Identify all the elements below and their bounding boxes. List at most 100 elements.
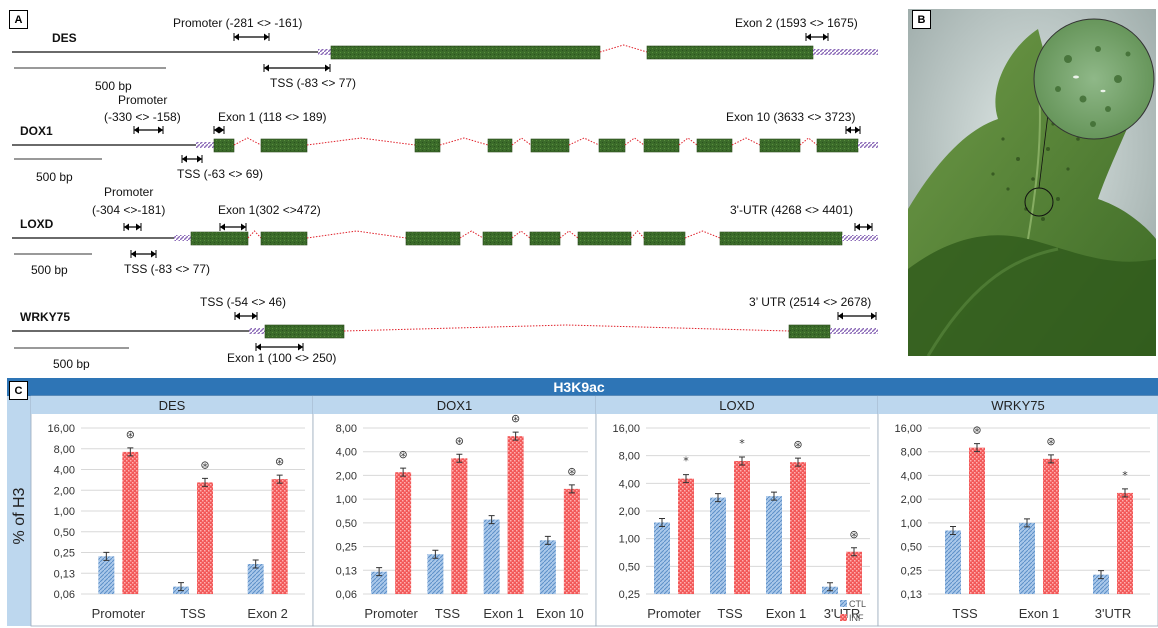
x-tick-label: Exon 1 [766,606,806,621]
significance-mark: * [683,455,689,468]
intron-line [248,231,261,238]
bar-ctl [654,522,670,594]
significance-mark: ⊛ [511,412,520,425]
exon-block [488,139,512,152]
primer-arrow-utr3 [855,223,872,231]
y-tick-label: 2,00 [619,506,640,518]
x-tick-label: Promoter [92,606,146,621]
gene-name: WRKY75 [20,310,70,324]
intron-line [512,231,530,238]
significance-mark: ⊛ [1046,435,1055,448]
significance-mark: ⊛ [399,448,408,461]
exon-block [644,232,685,245]
bar-inf [846,552,862,594]
gene-loxd: LOXD500 bpPromoter(-304 <>-181) Exon 1(30… [12,185,878,277]
scale-bar-label: 500 bp [36,170,73,184]
bar-ctl [540,540,556,594]
y-tick-label: 16,00 [894,423,922,435]
annotation-tss: TSS (-83 <> 77) [270,76,356,90]
intron-line [512,138,531,145]
gene-dox1: DOX1500 bpPromoter(-330 <> -158) Exon 1 (… [12,93,878,184]
x-tick-label: 3'UTR [1095,606,1131,621]
bar-ctl [766,496,782,594]
exon-block [191,232,248,245]
primer-arrow-promoter [134,126,163,134]
h3k9ac-chart: H3K9ac% of H3DES0,060,130,250,501,002,00… [0,378,1158,628]
significance-mark: ⊛ [567,465,576,478]
exon-block [817,139,858,152]
annotation-promoter-range: (-304 <>-181) [92,203,165,217]
utr5-block [196,142,214,148]
legend-swatch-ctl [840,600,847,607]
y-tick-label: 16,00 [612,423,640,435]
y-tick-label: 16,00 [47,423,75,435]
bar-inf [1043,459,1059,594]
y-tick-label: 1,00 [54,506,75,518]
y-tick-label: 0,25 [619,589,640,601]
intron-line [307,231,406,238]
bar-inf [678,479,694,594]
primer-arrow-exon10 [846,126,860,134]
bar-inf [122,452,138,594]
leaf-photo [908,9,1156,356]
y-axis-label: % of H3 [11,487,28,544]
y-tick-label: 4,00 [336,447,357,459]
y-tick-label: 0,06 [336,589,357,601]
intron-line [440,138,488,145]
x-tick-label: Exon 10 [536,606,584,621]
exon-block [261,139,307,152]
y-tick-label: 2,00 [54,485,75,497]
annotation-tss: TSS (-83 <> 77) [124,262,210,276]
exon-block [760,139,800,152]
exon-block [599,139,625,152]
x-tick-label: Exon 2 [247,606,287,621]
bar-inf [395,472,411,594]
exon-block [531,139,569,152]
x-tick-label: Promoter [647,606,701,621]
bar-inf [508,436,524,594]
significance-mark: ⊛ [793,438,802,451]
x-tick-label: TSS [435,606,461,621]
exon-block [331,46,600,59]
x-tick-label: Promoter [364,606,418,621]
y-tick-label: 0,06 [54,589,75,601]
y-tick-label: 0,50 [336,518,357,530]
significance-mark: ⊛ [455,434,464,447]
annotation-promoter: Promoter (-281 <> -161) [173,16,302,30]
y-tick-label: 2,00 [901,494,922,506]
y-tick-label: 1,00 [619,534,640,546]
primer-arrow-tss [235,312,257,320]
annotation-exon2: Exon 2 (1593 <> 1675) [735,16,858,30]
utr3-block [858,142,878,148]
bar-ctl [945,530,961,594]
primer-arrow-exon1 [220,223,246,231]
scale-bar-label: 500 bp [53,357,90,370]
annotation-exon1: Exon 1 (100 <> 250) [227,351,336,365]
significance-mark: ⊛ [849,528,858,541]
primer-arrow-tss [182,155,202,163]
gene-name: DES [52,31,77,45]
gene-des: DES 500 bp Promoter (-281 <> -161) TSS (-83… [12,16,878,93]
scale-bar-label: 500 bp [31,263,68,277]
utr3-block [842,235,878,241]
exon-block [789,325,830,338]
gene-structure-diagram: DES 500 bp Promoter (-281 <> -161) TSS (-83… [0,0,900,370]
exon-block [261,232,307,245]
y-tick-label: 0,50 [619,561,640,573]
annotation-tss: TSS (-54 <> 46) [200,295,286,309]
significance-mark: ⊛ [126,428,135,441]
primer-arrow-exon2 [806,33,828,41]
chart-panel-loxd: LOXD0,250,501,002,004,008,0016,00Promote… [596,396,878,626]
scale-bar-label: 500 bp [95,79,132,93]
y-tick-label: 0,25 [336,542,357,554]
y-tick-label: 4,00 [54,465,75,477]
primer-arrow-exon1 [214,126,224,134]
gene-name: LOXD [20,217,54,231]
y-tick-label: 0,25 [901,565,922,577]
y-tick-label: 4,00 [619,478,640,490]
chart-panel-des: DES0,060,130,250,501,002,004,008,0016,00… [31,396,313,626]
annotation-tss: TSS (-63 <> 69) [177,167,263,181]
annotation-exon1: Exon 1 (118 <> 189) [218,110,327,124]
panel-title: WRKY75 [991,398,1044,413]
significance-mark: ⊛ [275,455,284,468]
